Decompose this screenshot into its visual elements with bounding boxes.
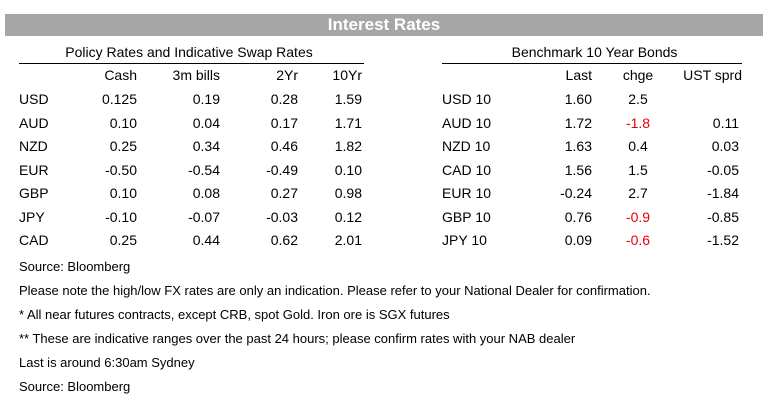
right-cell-sprd: -1.52 bbox=[707, 232, 739, 248]
left-cell: 0.27 bbox=[270, 185, 298, 201]
left-cell: 0.10 bbox=[334, 161, 362, 178]
right-row-label: GBP 10 bbox=[442, 208, 491, 225]
left-row-label: JPY bbox=[19, 208, 45, 225]
left-cell: 0.08 bbox=[192, 185, 220, 201]
right-cell-last: 1.63 bbox=[564, 138, 592, 154]
left-row-label: NZD bbox=[19, 138, 48, 154]
left-cell: 0.17 bbox=[270, 114, 298, 131]
right-cell-sprd: 0.03 bbox=[711, 138, 739, 154]
left-col-header: Cash bbox=[104, 67, 137, 83]
right-cell-chge: 2.5 bbox=[628, 91, 648, 107]
left-cell: 0.62 bbox=[270, 232, 298, 248]
left-cell: 0.12 bbox=[334, 208, 362, 225]
right-row-label: USD 10 bbox=[442, 91, 492, 107]
left-row-label: EUR bbox=[19, 161, 49, 178]
left-cell: 0.25 bbox=[109, 138, 137, 154]
note-line: Source: Bloomberg bbox=[19, 379, 131, 394]
right-cell-sprd: -1.84 bbox=[707, 185, 739, 201]
left-cell: 0.28 bbox=[270, 91, 298, 107]
left-table-rule bbox=[19, 63, 364, 64]
note-line: ** These are indicative ranges over the … bbox=[19, 331, 576, 346]
right-row-label: CAD 10 bbox=[442, 161, 492, 178]
left-cell: 0.10 bbox=[109, 114, 137, 131]
right-cell-sprd: 0.11 bbox=[712, 114, 739, 131]
left-cell: -0.49 bbox=[266, 161, 298, 178]
left-cell: 1.82 bbox=[334, 138, 362, 154]
left-cell: 2.01 bbox=[334, 232, 362, 248]
right-col-header: UST sprd bbox=[683, 67, 742, 83]
left-cell: 0.19 bbox=[192, 91, 220, 107]
right-cell-last: -0.24 bbox=[560, 185, 592, 201]
right-table-title: Benchmark 10 Year Bonds bbox=[511, 44, 678, 60]
right-cell-last: 0.76 bbox=[564, 208, 592, 225]
left-cell: 0.98 bbox=[334, 185, 362, 201]
right-cell-chge: 1.5 bbox=[628, 161, 648, 178]
left-row-label: GBP bbox=[19, 185, 49, 201]
left-row-label: USD bbox=[19, 91, 49, 107]
note-line: * All near futures contracts, except CRB… bbox=[19, 307, 450, 322]
right-col-header: Last bbox=[565, 67, 592, 83]
right-cell-sprd: -0.05 bbox=[707, 161, 739, 178]
left-cell: 0.46 bbox=[270, 138, 298, 154]
note-line: Last is around 6:30am Sydney bbox=[19, 355, 195, 370]
left-table-title: Policy Rates and Indicative Swap Rates bbox=[65, 44, 313, 60]
left-cell: 0.125 bbox=[101, 91, 137, 107]
left-cell: 0.25 bbox=[109, 232, 137, 248]
right-cell-chge: -0.9 bbox=[625, 208, 651, 225]
left-cell: 0.44 bbox=[192, 232, 220, 248]
right-row-label: AUD 10 bbox=[442, 114, 492, 131]
left-cell: -0.07 bbox=[188, 208, 220, 225]
right-cell-sprd: -0.85 bbox=[707, 208, 739, 225]
right-cell-chge: -0.6 bbox=[625, 232, 651, 248]
left-cell: 0.34 bbox=[192, 138, 220, 154]
right-cell-last: 1.56 bbox=[564, 161, 592, 178]
right-row-label: EUR 10 bbox=[442, 185, 492, 201]
left-cell: 1.59 bbox=[334, 91, 362, 107]
note-line: Please note the high/low FX rates are on… bbox=[19, 283, 651, 298]
left-cell: 0.04 bbox=[192, 114, 220, 131]
left-row-label: AUD bbox=[19, 114, 49, 131]
left-row-label: CAD bbox=[19, 232, 49, 248]
right-cell-last: 0.09 bbox=[564, 232, 592, 248]
right-row-label: JPY 10 bbox=[442, 232, 487, 248]
right-cell-last: 1.72 bbox=[564, 114, 592, 131]
right-row-label: NZD 10 bbox=[442, 138, 491, 154]
right-cell-chge: 0.4 bbox=[628, 138, 648, 154]
right-cell-chge: 2.7 bbox=[628, 185, 648, 201]
right-cell-chge: -1.8 bbox=[625, 114, 651, 131]
right-col-header: chge bbox=[622, 67, 654, 83]
left-col-header: 2Yr bbox=[276, 67, 298, 83]
left-col-header: 10Yr bbox=[332, 67, 362, 83]
left-cell: -0.50 bbox=[105, 161, 137, 178]
left-col-header: 3m bills bbox=[172, 67, 220, 83]
left-cell: -0.54 bbox=[188, 161, 220, 178]
left-cell: -0.10 bbox=[105, 208, 137, 225]
left-cell: -0.03 bbox=[266, 208, 298, 225]
page-title: Interest Rates bbox=[5, 14, 763, 36]
left-cell: 0.10 bbox=[109, 185, 137, 201]
note-line: Source: Bloomberg bbox=[19, 259, 131, 274]
right-cell-last: 1.60 bbox=[564, 91, 592, 107]
left-cell: 1.71 bbox=[334, 114, 362, 131]
right-table-rule bbox=[442, 63, 742, 64]
